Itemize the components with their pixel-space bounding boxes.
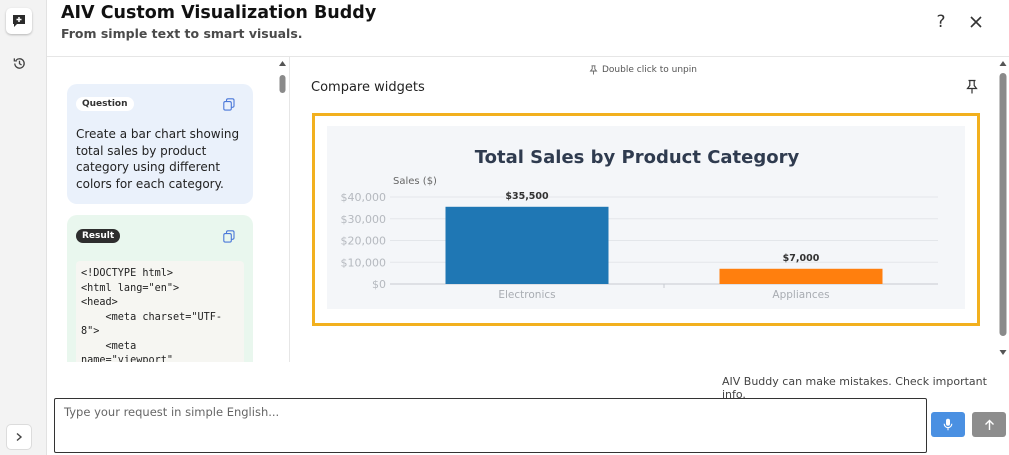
left-rail [0,0,47,455]
arrow-up-icon [984,419,994,430]
copy-icon[interactable] [223,230,235,243]
chart-area: Total Sales by Product Category Sales ($)… [327,126,965,309]
copy-icon[interactable] [223,98,235,111]
widget-frame[interactable]: Total Sales by Product Category Sales ($)… [312,113,980,326]
chat-scrollbar[interactable] [277,57,288,362]
pin-hint: Double click to unpin [589,65,697,75]
pin-hint-text: Double click to unpin [602,65,697,75]
chat-icon [13,15,25,27]
bar [445,206,609,284]
bar-value-label: $7,000 [783,253,820,264]
result-card: Result <!DOCTYPE html> <html lang="en"> … [67,215,253,362]
help-button[interactable]: ? [931,12,951,32]
request-input-box [54,398,927,453]
main-scrollbar[interactable] [997,57,1009,362]
microphone-button[interactable] [931,412,965,437]
y-tick-label: $30,000 [341,213,387,226]
close-icon [970,16,982,28]
question-tag: Question [76,97,134,111]
x-tick-label: Appliances [772,289,829,301]
close-button[interactable] [965,11,987,33]
y-tick-label: $10,000 [341,256,387,269]
microphone-icon [943,418,953,431]
pin-icon [589,65,598,75]
expand-sidebar-button[interactable] [6,424,32,450]
y-axis-label: Sales ($) [393,176,437,187]
bar-value-label: $35,500 [505,191,549,202]
result-tag: Result [76,229,121,243]
request-input[interactable] [55,399,926,452]
help-icon: ? [936,12,946,32]
chat-history-panel: Question Create a bar chart showing tota… [47,57,290,362]
app-subtitle: From simple text to smart visuals. [61,26,303,41]
y-tick-label: $20,000 [341,235,387,248]
chevron-right-icon [16,432,23,442]
question-text: Create a bar chart showing total sales b… [76,127,240,191]
bar [719,268,883,284]
pin-icon[interactable] [964,79,980,95]
history-button[interactable] [6,50,32,76]
new-chat-button[interactable] [6,8,32,34]
y-tick-label: $40,000 [341,191,387,204]
question-card: Question Create a bar chart showing tota… [67,84,253,204]
history-icon [13,57,25,69]
bar-chart: Total Sales by Product Category Sales ($)… [341,147,938,301]
widget-title: Compare widgets [311,80,425,95]
chart-title: Total Sales by Product Category [475,147,800,168]
header: AIV Custom Visualization Buddy From simp… [47,0,1009,57]
main-panel: Double click to unpin Compare widgets To… [291,57,1009,362]
result-code: <!DOCTYPE html> <html lang="en"> <head> … [76,261,244,362]
y-tick-label: $0 [372,278,386,291]
x-tick-label: Electronics [498,289,555,301]
disclaimer-text: AIV Buddy can make mistakes. Check impor… [722,375,987,401]
app-title: AIV Custom Visualization Buddy [61,3,377,23]
send-button[interactable] [972,412,1006,437]
